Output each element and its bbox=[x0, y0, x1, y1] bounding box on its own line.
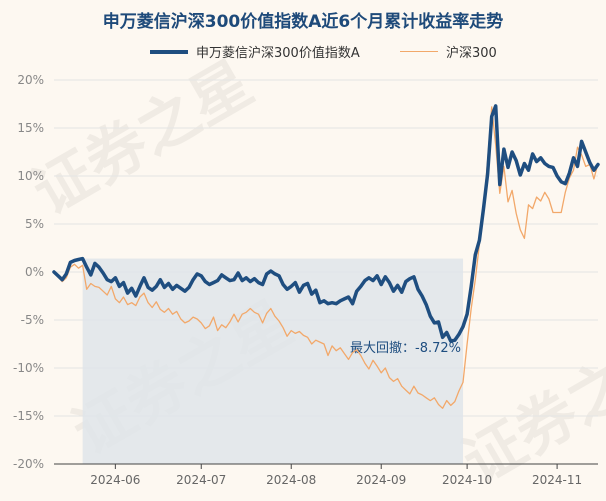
max-drawdown-area bbox=[82, 258, 464, 464]
y-tick-label: 20% bbox=[17, 73, 44, 87]
legend-swatch-index bbox=[400, 50, 438, 53]
series-line-index bbox=[53, 106, 599, 409]
y-tick-label: -15% bbox=[13, 409, 44, 423]
y-tick-label: 15% bbox=[17, 121, 44, 135]
y-tick-label: 5% bbox=[25, 217, 44, 231]
x-tick-label: 2024-06 bbox=[90, 473, 140, 487]
legend-item-fund[interactable]: 申万菱信沪深300价值指数A bbox=[150, 42, 360, 61]
legend-item-index[interactable]: 沪深300 bbox=[400, 42, 497, 61]
y-tick-label: -20% bbox=[13, 457, 44, 471]
y-tick-label: -10% bbox=[13, 361, 44, 375]
legend-label-fund: 申万菱信沪深300价值指数A bbox=[196, 46, 360, 61]
series-line-fund bbox=[52, 104, 600, 343]
y-tick-label: 10% bbox=[17, 169, 44, 183]
x-tick-label: 2024-11 bbox=[532, 473, 582, 487]
chart-title: 申万菱信沪深300价值指数A近6个月累计收益率走势 bbox=[102, 12, 504, 32]
y-tick-label: 0% bbox=[25, 265, 44, 279]
legend-label-index: 沪深300 bbox=[446, 46, 497, 61]
x-tick-label: 2024-09 bbox=[356, 473, 406, 487]
x-tick-label: 2024-10 bbox=[442, 473, 492, 487]
x-tick-label: 2024-07 bbox=[176, 473, 226, 487]
y-tick-label: -5% bbox=[21, 313, 44, 327]
legend-swatch-fund bbox=[150, 49, 188, 54]
x-tick-label: 2024-08 bbox=[266, 473, 316, 487]
legend: 申万菱信沪深300价值指数A 沪深300 bbox=[0, 42, 606, 62]
max-drawdown-label: 最大回撤：-8.72% bbox=[350, 340, 461, 356]
